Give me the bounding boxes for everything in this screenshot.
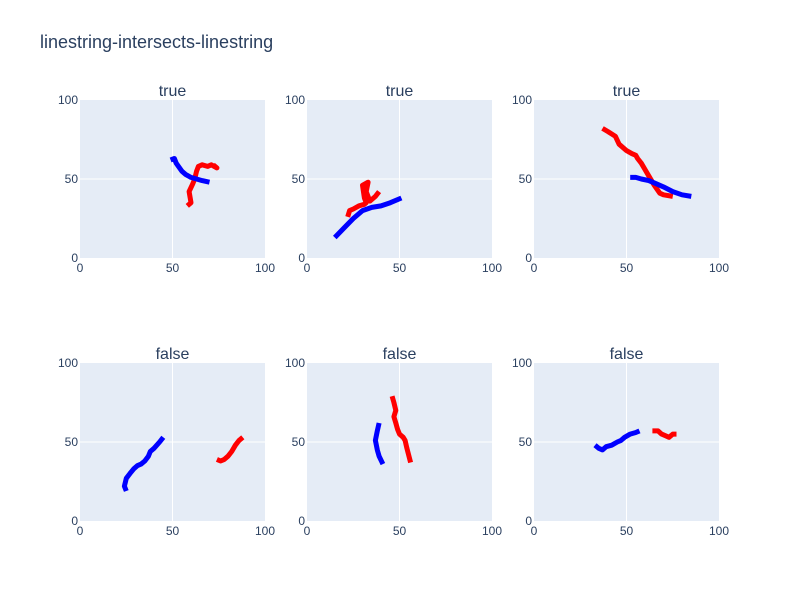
series-line-1 xyxy=(652,428,677,440)
x-tick-label: 50 xyxy=(166,524,180,538)
series-line-2 xyxy=(372,422,386,466)
y-tick-label: 50 xyxy=(65,172,79,186)
subplot-3: 0 50 100 0 50 100 true xyxy=(512,83,729,275)
x-tick-label: 50 xyxy=(166,261,180,275)
series-line-2 xyxy=(593,428,641,453)
x-tick-label: 100 xyxy=(255,524,275,538)
x-tick-label: 0 xyxy=(77,261,84,275)
series-line-2 xyxy=(333,195,403,240)
series-line-2 xyxy=(630,174,692,199)
x-tick-label: 100 xyxy=(482,524,502,538)
subplot-title: true xyxy=(613,83,641,100)
subplot-2: 0 50 100 0 50 100 true xyxy=(285,83,502,275)
series-line-1 xyxy=(215,435,245,464)
y-tick-label: 50 xyxy=(292,172,306,186)
y-tick-label: 0 xyxy=(525,514,532,528)
x-tick-label: 50 xyxy=(620,524,634,538)
y-tick-label: 100 xyxy=(58,356,78,370)
subplot-title: false xyxy=(610,346,644,363)
y-tick-label: 50 xyxy=(65,435,79,449)
subplot-6: 0 50 100 0 50 100 false xyxy=(512,346,729,538)
y-tick-label: 0 xyxy=(71,514,78,528)
y-tick-label: 0 xyxy=(298,514,305,528)
series-line-1 xyxy=(185,162,220,208)
x-tick-label: 100 xyxy=(482,261,502,275)
series-line-2 xyxy=(169,156,211,185)
subplot-title: false xyxy=(383,346,417,363)
x-tick-label: 50 xyxy=(620,261,634,275)
subplot-1: 0 50 100 0 50 100 true xyxy=(58,83,275,275)
y-tick-label: 50 xyxy=(292,435,306,449)
subplot-title: true xyxy=(159,83,187,100)
subplot-title: true xyxy=(386,83,414,100)
x-tick-label: 50 xyxy=(393,261,407,275)
y-tick-label: 50 xyxy=(519,172,533,186)
y-tick-label: 100 xyxy=(58,93,78,107)
series-line-1 xyxy=(345,179,382,218)
y-tick-label: 100 xyxy=(512,356,532,370)
x-tick-label: 0 xyxy=(531,524,538,538)
x-tick-label: 0 xyxy=(304,524,311,538)
figure-title: linestring-intersects-linestring xyxy=(40,32,274,52)
x-tick-label: 0 xyxy=(77,524,84,538)
y-tick-label: 0 xyxy=(71,251,78,265)
y-tick-label: 100 xyxy=(285,93,305,107)
x-tick-label: 100 xyxy=(709,261,729,275)
x-tick-label: 100 xyxy=(255,261,275,275)
y-tick-label: 100 xyxy=(285,356,305,370)
x-tick-label: 0 xyxy=(531,261,538,275)
series-line-1 xyxy=(389,395,414,464)
series-line-1 xyxy=(601,126,674,199)
subplot-title: false xyxy=(156,346,190,363)
subplot-5: 0 50 100 0 50 100 false xyxy=(285,346,502,538)
x-tick-label: 0 xyxy=(304,261,311,275)
y-tick-label: 0 xyxy=(298,251,305,265)
y-tick-label: 100 xyxy=(512,93,532,107)
y-tick-label: 50 xyxy=(519,435,533,449)
x-tick-label: 100 xyxy=(709,524,729,538)
x-tick-label: 50 xyxy=(393,524,407,538)
y-tick-label: 0 xyxy=(525,251,532,265)
series-line-2 xyxy=(121,435,166,492)
subplot-4: 0 50 100 0 50 100 false xyxy=(58,346,275,538)
